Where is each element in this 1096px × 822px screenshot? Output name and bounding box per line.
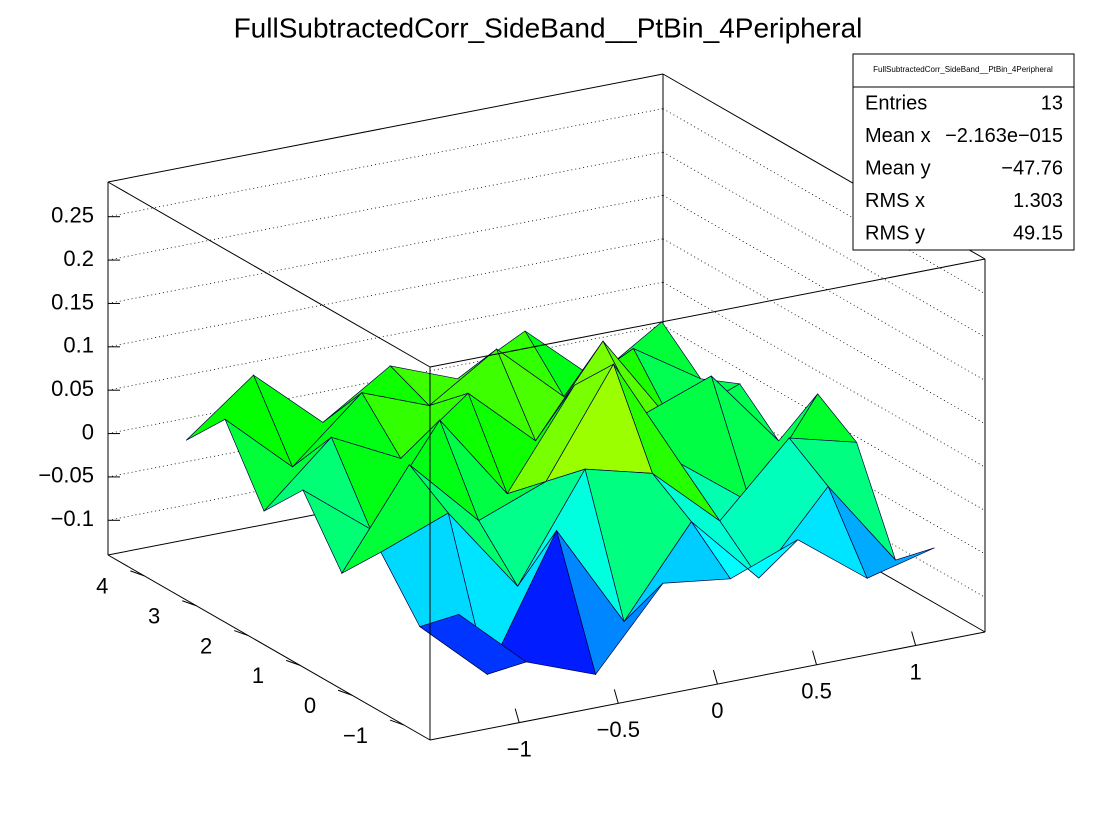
stats-label: RMS x [865,190,925,212]
box-edge [107,73,664,183]
y-tick [130,570,145,577]
y-tick-label: 0 [304,693,316,718]
box-edge [429,631,986,741]
x-tick-label: 0 [711,698,723,723]
grid-line [107,195,664,304]
stats-label: Entries [865,92,927,114]
stats-label: Mean y [865,157,931,179]
x-tick [812,650,817,665]
grid-line [107,238,664,348]
y-tick [182,600,197,607]
z-tick-label: −0.05 [38,463,94,488]
y-tick [337,689,353,696]
y-tick [234,630,249,637]
y-tick-label: 2 [200,633,212,658]
x-tick [911,631,917,646]
z-tick-label: 0.1 [63,333,94,358]
y-tick [389,719,405,726]
z-tick-label: 0.25 [51,203,94,228]
x-tick [712,669,718,685]
box-edge [107,554,431,741]
box-edge [429,258,986,368]
x-tick-label: 0.5 [801,679,832,704]
z-tick-label: 0.15 [51,289,94,314]
grid-line [107,151,664,261]
box-edge [107,181,431,368]
stats-label: RMS y [865,222,925,244]
z-tick-label: 0 [82,419,94,444]
y-tick [285,659,301,666]
stats-value: −47.76 [1001,157,1063,179]
x-tick [613,689,619,704]
z-tick-label: −0.1 [51,506,94,531]
stats-title: FullSubtractedCorr_SideBand__PtBin_4Peri… [873,65,1053,74]
chart-title: FullSubtractedCorr_SideBand__PtBin_4Peri… [234,12,863,43]
y-tick-label: −1 [343,723,368,748]
y-tick-label: 1 [252,663,264,688]
stats-box: FullSubtractedCorr_SideBand__PtBin_4Peri… [852,53,1075,251]
stats-label: Mean x [865,125,931,147]
z-tick-label: 0.05 [51,376,94,401]
stats-frame [852,53,1075,251]
stats-value: 49.15 [1013,222,1063,244]
surface-cell [419,613,527,675]
x-tick-label: 1 [910,659,922,684]
z-tick-label: 0.2 [63,246,94,271]
x-tick-label: −0.5 [597,717,640,742]
y-tick-label: 3 [148,604,160,629]
x-tick [514,708,520,723]
stats-value: 1.303 [1013,190,1063,212]
stats-value: −2.163e−015 [945,125,1063,147]
y-tick-label: 4 [96,574,108,599]
stats-value: 13 [1041,92,1063,114]
x-tick-label: −1 [507,736,532,761]
grid-line [107,108,664,218]
